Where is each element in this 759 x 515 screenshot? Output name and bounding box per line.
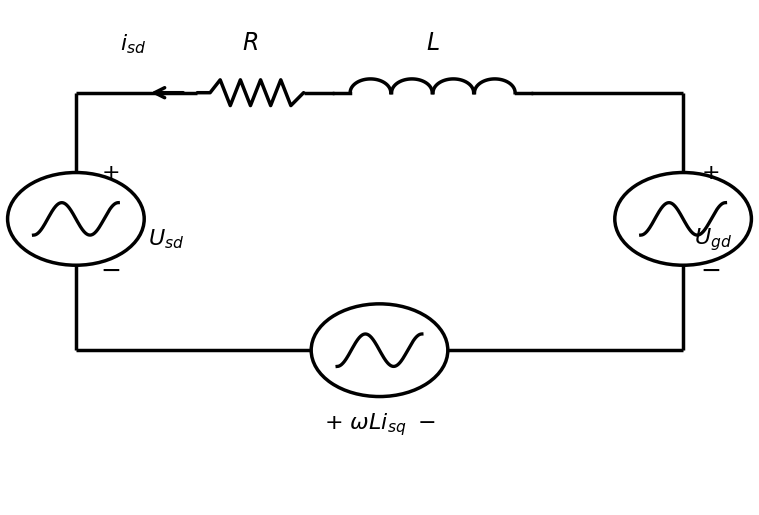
Text: $U_{gd}$: $U_{gd}$ [694,226,732,253]
Text: $+$: $+$ [101,162,119,183]
Text: $+$: $+$ [701,162,719,183]
Text: $U_{sd}$: $U_{sd}$ [148,228,184,251]
Text: $+\ \omega L i_{sq}\ -$: $+\ \omega L i_{sq}\ -$ [324,411,435,438]
Text: $i_{sd}$: $i_{sd}$ [120,32,146,56]
Text: $R$: $R$ [242,32,259,55]
Text: $L$: $L$ [426,32,439,55]
Text: $-$: $-$ [700,259,720,282]
Text: $-$: $-$ [100,259,120,282]
